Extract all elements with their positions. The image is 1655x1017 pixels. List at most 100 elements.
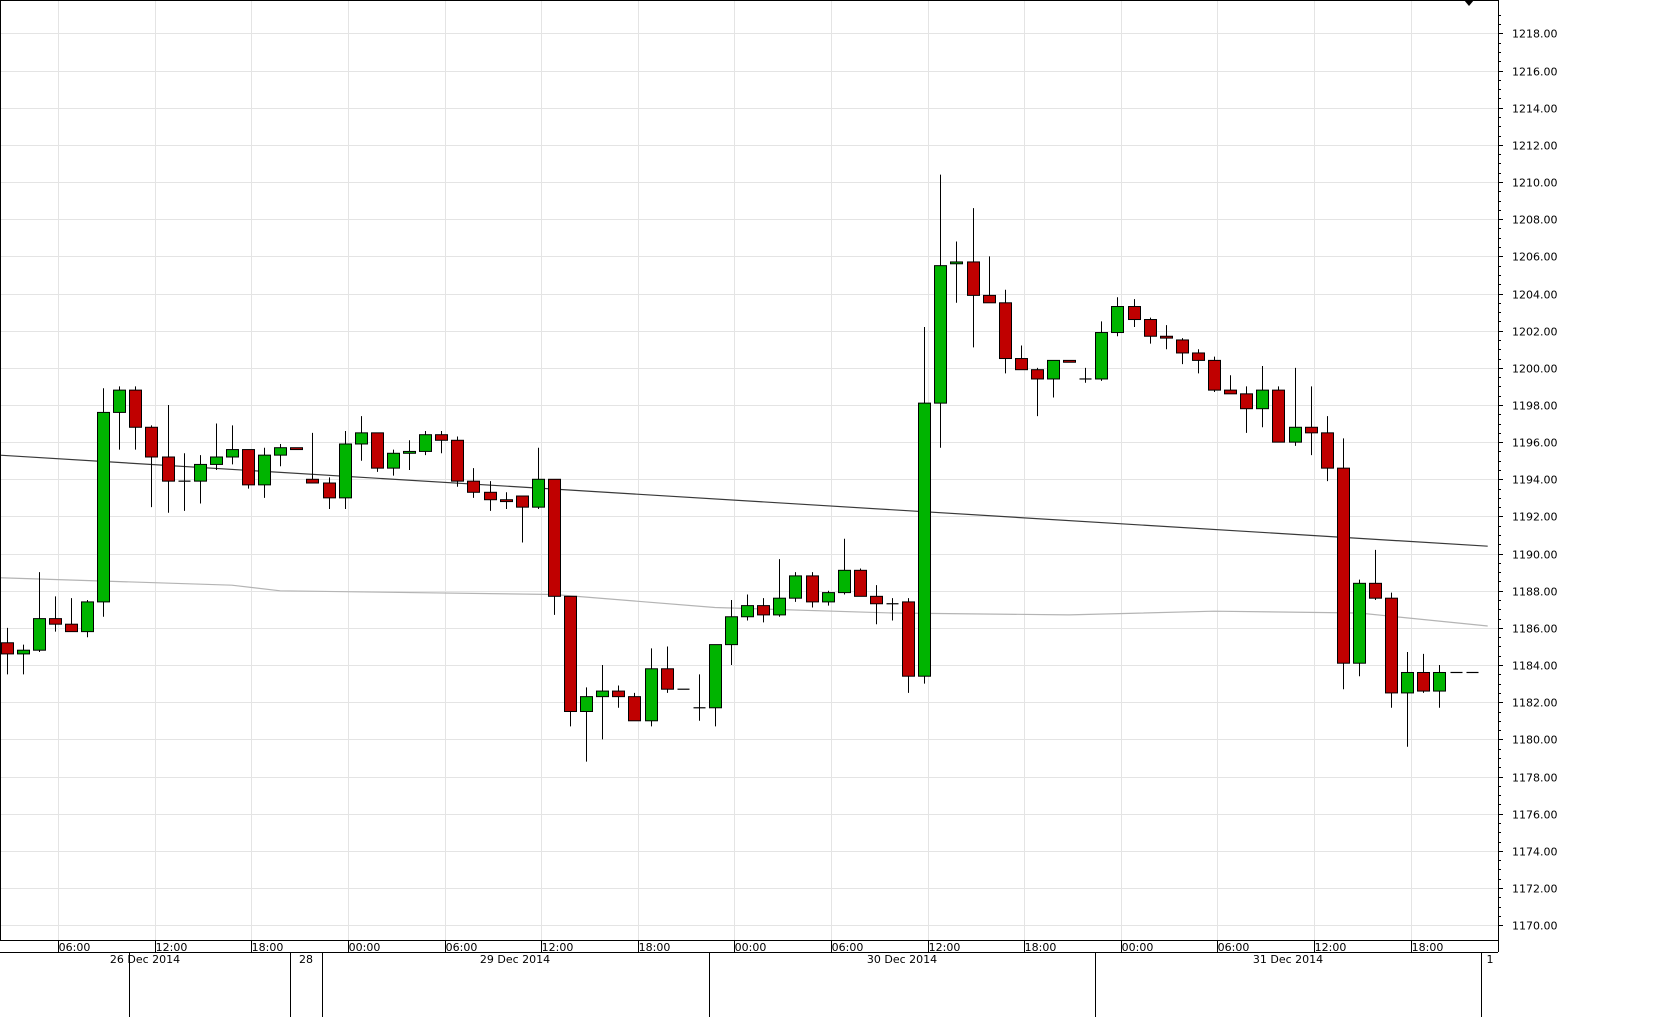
x-tick-label: 06:00 bbox=[832, 941, 864, 954]
candle bbox=[1095, 321, 1108, 381]
candle bbox=[1272, 386, 1285, 443]
candle bbox=[806, 572, 819, 608]
candle-body bbox=[210, 456, 223, 465]
candle-body bbox=[645, 668, 658, 722]
y-tick-label: 1174.00 bbox=[1512, 846, 1558, 859]
candle-body bbox=[1128, 306, 1141, 321]
y-tick-label: 1186.00 bbox=[1512, 623, 1558, 636]
candle-body bbox=[757, 605, 770, 616]
moving-average-line bbox=[0, 577, 1488, 627]
candle-body bbox=[580, 696, 593, 713]
y-tick-label: 1194.00 bbox=[1512, 474, 1558, 487]
candle bbox=[1256, 365, 1269, 428]
candle bbox=[1063, 359, 1076, 363]
candle-body bbox=[806, 575, 819, 603]
candle-body bbox=[17, 649, 30, 655]
candle-body bbox=[467, 480, 480, 493]
candle-body bbox=[950, 261, 963, 265]
candle-body bbox=[97, 411, 110, 603]
candle bbox=[226, 425, 239, 465]
candle-body bbox=[194, 463, 207, 482]
candle bbox=[1015, 345, 1028, 371]
x-tick-label: 06:00 bbox=[446, 941, 478, 954]
candle-body bbox=[789, 575, 802, 599]
candle-body bbox=[918, 402, 931, 677]
candle-body bbox=[1321, 432, 1334, 469]
candle-body bbox=[822, 592, 835, 603]
y-tick-label: 1176.00 bbox=[1512, 809, 1558, 822]
candle-body bbox=[1337, 467, 1350, 664]
candle-body bbox=[290, 447, 303, 451]
candle bbox=[1353, 579, 1366, 677]
x-tick-label: 00:00 bbox=[1122, 941, 1154, 954]
candle bbox=[789, 572, 802, 602]
x-tick-label: 18:00 bbox=[252, 941, 284, 954]
candle bbox=[178, 453, 191, 511]
candle bbox=[645, 648, 658, 727]
candle bbox=[1192, 349, 1205, 374]
candle bbox=[870, 585, 883, 625]
y-tick-label: 1180.00 bbox=[1512, 734, 1558, 747]
candle-body bbox=[1417, 671, 1430, 692]
candle bbox=[1, 627, 14, 675]
candle-body bbox=[548, 478, 561, 597]
candle bbox=[387, 449, 400, 476]
candle bbox=[725, 600, 738, 666]
candle bbox=[886, 598, 899, 621]
candle-body bbox=[983, 294, 996, 304]
candle bbox=[580, 687, 593, 762]
y-tick-label: 1212.00 bbox=[1512, 140, 1558, 153]
candle bbox=[741, 594, 754, 621]
candle-body bbox=[1, 642, 14, 655]
candle-body bbox=[1401, 671, 1414, 694]
candle bbox=[467, 468, 480, 498]
candle-body bbox=[1015, 358, 1028, 371]
y-tick-label: 1210.00 bbox=[1512, 177, 1558, 190]
candle bbox=[97, 388, 110, 617]
y-tick-label: 1216.00 bbox=[1512, 66, 1558, 79]
overlay-lines bbox=[0, 454, 1488, 627]
candle bbox=[516, 495, 529, 543]
candle bbox=[773, 559, 786, 617]
candle-body bbox=[65, 623, 78, 633]
y-tick-label: 1196.00 bbox=[1512, 437, 1558, 450]
x-tick-label: 12:00 bbox=[156, 941, 188, 954]
candle-body bbox=[870, 595, 883, 605]
candle bbox=[1417, 653, 1430, 693]
y-tick-label: 1208.00 bbox=[1512, 214, 1558, 227]
y-tick-label: 1192.00 bbox=[1512, 511, 1558, 524]
x-axis: 06:00 12:00 18:00 00:00 06:00 12:00 18:00 00:00… bbox=[0, 940, 1498, 1017]
candle bbox=[1031, 367, 1044, 417]
y-tick-label: 1202.00 bbox=[1512, 326, 1558, 339]
y-tick-label: 1218.00 bbox=[1512, 28, 1558, 41]
candle-body bbox=[451, 439, 464, 482]
y-tick-label: 1188.00 bbox=[1512, 586, 1558, 599]
candle-body bbox=[1176, 339, 1189, 354]
candle bbox=[999, 289, 1012, 374]
candle-body bbox=[1305, 426, 1318, 434]
candle bbox=[838, 538, 851, 595]
candle-body bbox=[258, 454, 271, 486]
candle-body bbox=[1160, 335, 1173, 339]
x-tick-label: 18:00 bbox=[1025, 941, 1057, 954]
candle bbox=[339, 430, 352, 510]
candle-body bbox=[371, 432, 384, 469]
candle bbox=[1128, 299, 1141, 327]
candle-body bbox=[49, 618, 62, 625]
x-tick-label: 18:00 bbox=[639, 941, 671, 954]
candle-body bbox=[419, 434, 432, 452]
candle-body bbox=[902, 601, 915, 677]
candle bbox=[81, 600, 94, 638]
candle bbox=[17, 644, 30, 675]
candle-body bbox=[500, 499, 513, 503]
candle bbox=[1047, 359, 1060, 398]
candle-body bbox=[934, 265, 947, 404]
candle bbox=[1337, 438, 1350, 690]
candle bbox=[435, 430, 448, 454]
candle bbox=[1385, 592, 1398, 708]
candle-body bbox=[1369, 582, 1382, 599]
y-tick-label: 1198.00 bbox=[1512, 400, 1558, 413]
y-axis: 1170.00 1172.00 1174.00 1176.00 1178.00 1180.… bbox=[1498, 15, 1558, 933]
y-tick-label: 1170.00 bbox=[1512, 920, 1558, 933]
